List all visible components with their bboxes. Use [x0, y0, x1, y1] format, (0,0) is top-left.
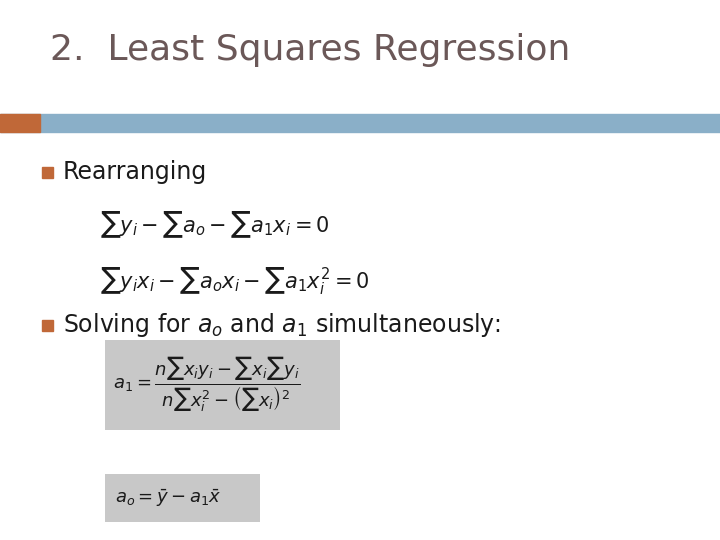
Text: $a_o = \bar{y} - a_1 \bar{x}$: $a_o = \bar{y} - a_1 \bar{x}$ [115, 487, 222, 509]
Bar [0, 114, 40, 132]
Bar [42, 320, 53, 330]
Bar [105, 340, 340, 430]
Text: Solving for $a_o$ and $a_1$ simultaneously:: Solving for $a_o$ and $a_1$ simultaneous… [63, 311, 501, 339]
Bar [105, 474, 260, 522]
Text: 2.  Least Squares Regression: 2. Least Squares Regression [50, 33, 570, 67]
Text: $\sum y_i x_i - \sum a_o x_i - \sum a_1 x_i^2 = 0$: $\sum y_i x_i - \sum a_o x_i - \sum a_1 … [100, 265, 369, 295]
Bar [0, 114, 720, 132]
Text: $\sum y_i - \sum a_o - \sum a_1 x_i = 0$: $\sum y_i - \sum a_o - \sum a_1 x_i = 0$ [100, 210, 330, 240]
Text: Rearranging: Rearranging [63, 160, 207, 184]
Text: $a_1 = \dfrac{n\sum x_i y_i - \sum x_i \sum y_i}{n\sum x_i^2 - \left(\sum x_i\ri: $a_1 = \dfrac{n\sum x_i y_i - \sum x_i \… [113, 356, 300, 414]
Bar [42, 166, 53, 178]
